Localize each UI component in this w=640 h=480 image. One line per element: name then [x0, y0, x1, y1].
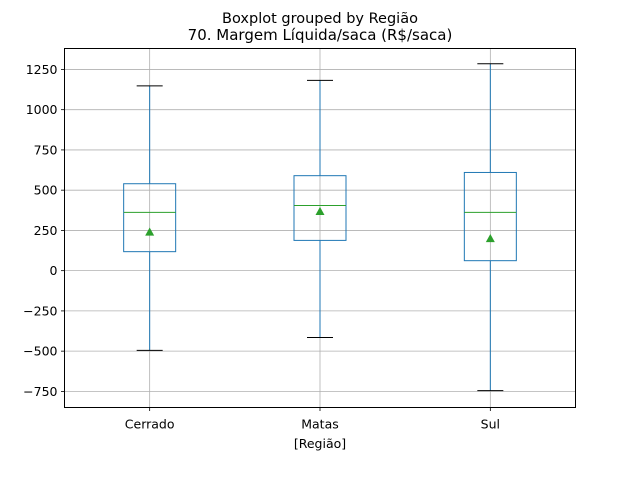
chart-title: 70. Margem Líquida/saca (R$/saca) — [188, 26, 453, 44]
y-axis: −750 −500 −250 0 250 500 750 1000 1250 — [23, 62, 65, 399]
mean-marker — [145, 227, 155, 236]
y-tick-label: 750 — [34, 142, 58, 157]
y-tick-label: 1000 — [26, 102, 58, 117]
x-tick-label: Cerrado — [125, 417, 175, 432]
chart-suptitle: Boxplot grouped by Região — [222, 11, 418, 27]
y-tick-label: −750 — [23, 384, 57, 399]
x-tick-label: Sul — [481, 417, 500, 432]
x-axis: Cerrado Matas Sul — [125, 407, 500, 432]
box-group — [463, 63, 517, 392]
box-iqr — [123, 183, 177, 253]
box-series — [123, 63, 517, 392]
x-tick-label: Matas — [301, 417, 339, 432]
y-tick-label: 0 — [50, 263, 58, 278]
y-tick-label: −500 — [23, 344, 57, 359]
box-iqr — [293, 175, 347, 241]
mean-marker — [315, 206, 325, 216]
y-tick-label: 500 — [34, 183, 58, 198]
y-tick-label: −250 — [23, 303, 57, 318]
y-tick-label: 1250 — [26, 62, 58, 77]
box-iqr — [463, 171, 517, 262]
box-group — [293, 79, 347, 338]
y-tick-label: 250 — [34, 223, 58, 238]
mean-marker — [485, 233, 495, 243]
box-group — [123, 85, 177, 351]
x-axis-label: [Região] — [294, 436, 346, 451]
